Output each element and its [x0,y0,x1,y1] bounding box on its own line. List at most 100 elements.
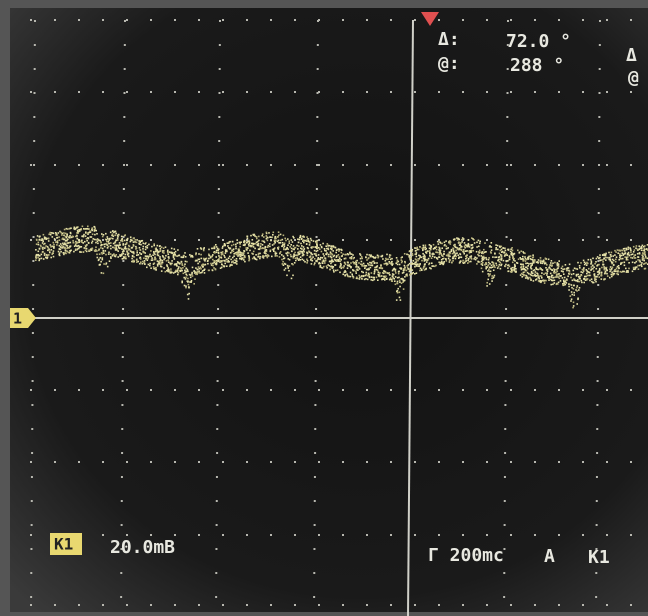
trace-dot [167,267,169,269]
trace-dot [562,271,564,273]
trace-dot [624,248,626,250]
trace-dot [562,266,564,268]
trace-dot [402,279,404,281]
trace-dot [409,250,411,252]
trace-dot [116,239,118,241]
trace-dot [182,267,184,269]
trace-dot [417,249,419,251]
trace-dot [516,262,518,264]
trace-dot [261,248,263,250]
trace-dot [561,268,563,270]
trace-dot [441,247,443,249]
trace-dot [581,280,583,282]
trace-dot [439,247,441,249]
trace-dot [376,266,378,268]
trace-dot [491,242,493,244]
trace-dot [368,269,370,271]
trace-dot [280,234,282,236]
trace-dot [121,253,123,255]
trace-dot [577,281,579,283]
trace-dot [147,258,149,260]
trace-dot [557,271,559,273]
trace-dot [430,245,432,247]
trace-dot [359,278,361,280]
trace-dot [485,264,487,266]
trace-dot [429,248,431,250]
trace-dot [487,279,489,281]
trace-dot [94,239,96,241]
trace-dot [399,264,401,266]
trace-dot [452,248,454,250]
trace-dot [514,260,516,262]
trace-dot [415,250,417,252]
trace-dot [597,256,599,258]
trace-dot [440,242,442,244]
trace-dot [497,260,499,262]
trace-dot [216,252,218,254]
trace-dot [620,262,622,264]
trace-dot [423,245,425,247]
trace-dot [38,244,40,246]
trace-dot [310,247,312,249]
trace-dot [162,250,164,252]
trace-dot [635,268,637,270]
trace-dot [573,270,575,272]
trace-dot [355,272,357,274]
trace-dot [613,273,615,275]
trace-dot [138,254,140,256]
trace-dot [315,260,317,262]
trace-dot [399,280,401,282]
trace-dot [347,262,349,264]
trace-dot [263,241,265,243]
trace-dot [393,278,395,280]
trace-dot [353,263,355,265]
trace-dot [84,247,86,249]
trace-dot [267,246,269,248]
trace-dot [372,265,374,267]
trace-dot [641,246,643,248]
trace-dot [294,247,296,249]
trace-dot [285,240,287,242]
trace-dot [500,254,502,256]
trace-dot [328,249,330,251]
trace-dot [276,255,278,257]
trace-dot [245,247,247,249]
trace-dot [145,249,147,251]
trace-dot [386,264,388,266]
trace-dot [211,248,213,250]
trace-dot [188,284,190,286]
trace-dot [497,245,499,247]
trace-dot [527,265,529,267]
trace-dot [506,254,508,256]
trace-dot [313,246,315,248]
trace-dot [377,279,379,281]
trace-dot [122,238,124,240]
trace-dot [43,258,45,260]
trace-dot [481,263,483,265]
trace-dot [525,277,527,279]
trace-dot [361,258,363,260]
trace-dot [63,235,65,237]
trace-dot [366,259,368,261]
trace-dot [207,263,209,265]
trace-dot [177,249,179,251]
trace-dot [60,243,62,245]
trace-dot [534,274,536,276]
trace-dot [486,282,488,284]
trace-dot [532,254,534,256]
trace-dot [569,272,571,274]
trace-dot [377,255,379,257]
trace-dot [579,287,581,289]
trace-dot [110,253,112,255]
trace-dot [531,259,533,261]
trace-dot [77,230,79,232]
trace-dot [269,246,271,248]
trace-dot [66,228,68,230]
trace-dot [310,238,312,240]
trace-dot [81,236,83,238]
trace-dot [136,250,138,252]
trace-dot [97,243,99,245]
trace-dot [239,249,241,251]
trace-dot [616,256,618,258]
trace-dot [591,261,593,263]
